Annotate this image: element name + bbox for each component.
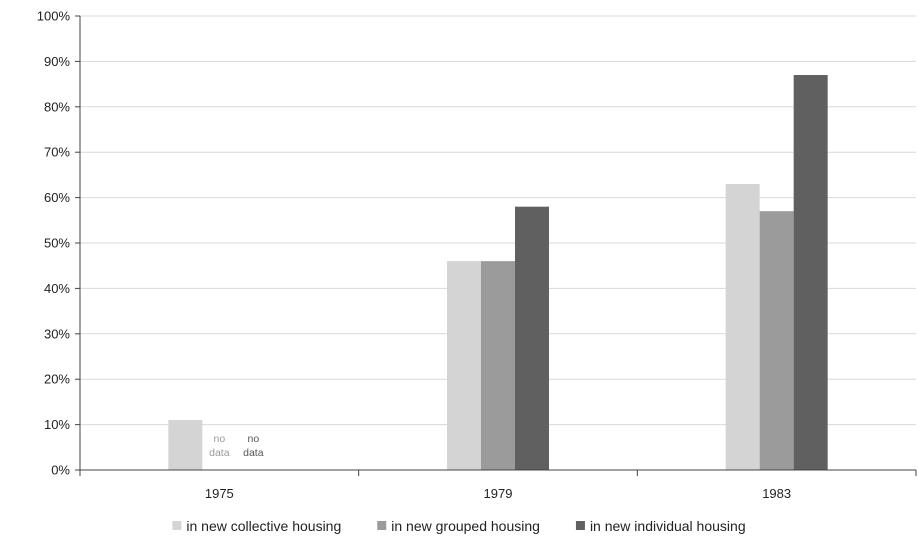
gridlines	[80, 15, 916, 426]
y-tick-label: 90%	[44, 54, 70, 69]
y-tick-label: 0%	[51, 463, 70, 478]
y-tick-label: 60%	[44, 190, 70, 205]
legend-swatch	[377, 521, 387, 530]
y-tick-label: 20%	[44, 372, 70, 387]
axes	[75, 15, 917, 476]
legend: in new collective housing in new grouped …	[172, 518, 746, 534]
legend-label: in new grouped housing	[391, 518, 540, 534]
no-data-annotations: no data no data	[209, 433, 264, 459]
x-category-label: 1983	[762, 486, 791, 501]
x-category-label: 1975	[205, 486, 234, 501]
legend-label: in new collective housing	[186, 518, 341, 534]
legend-label: in new individual housing	[590, 518, 746, 534]
y-tick-label: 50%	[44, 236, 70, 251]
no-data-label: no	[213, 433, 225, 445]
y-tick-label: 80%	[44, 99, 70, 114]
bar	[725, 183, 760, 471]
y-tick-label: 40%	[44, 281, 70, 296]
y-tick-label: 10%	[44, 417, 70, 432]
bar	[447, 261, 481, 470]
legend-swatch	[575, 521, 585, 530]
x-category-label: 1979	[484, 486, 513, 501]
bar	[481, 261, 515, 470]
x-axis-category-labels: 1975 1979 1983	[205, 486, 791, 501]
bar	[793, 75, 828, 471]
bar	[168, 420, 203, 470]
no-data-label: no	[247, 433, 259, 445]
y-tick-label: 30%	[44, 326, 70, 341]
no-data-label: data	[209, 447, 230, 459]
no-data-label: data	[243, 447, 264, 459]
bar	[759, 211, 794, 470]
y-tick-label: 70%	[44, 145, 70, 160]
y-tick-label: 100%	[37, 9, 71, 24]
bar	[515, 206, 549, 470]
legend-swatch	[172, 521, 182, 530]
bars	[168, 75, 828, 471]
y-axis-tick-labels: 0% 10% 20% 30% 40% 50% 60% 70% 80% 90% 100%	[37, 9, 71, 478]
